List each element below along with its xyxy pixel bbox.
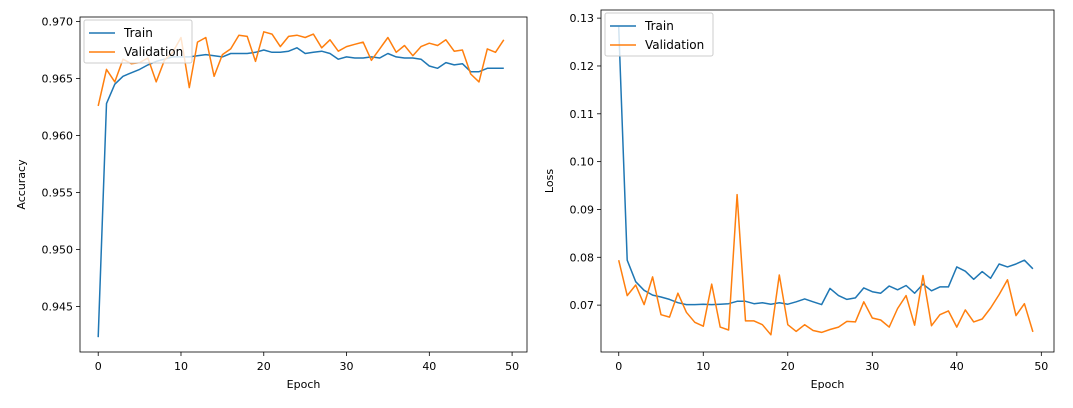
y-tick-label: 0.09 [570,203,595,216]
x-tick-label: 50 [505,360,519,373]
y-tick-label: 0.08 [570,251,595,264]
y-tick-label: 0.11 [570,108,595,121]
x-tick-label: 0 [95,360,102,373]
accuracy-chart: 0 10 20 30 40 50 0.945 0.950 0.955 0.960 0.965 0.97… [15,16,528,391]
legend-label: Train [644,19,674,33]
x-tick-label: 30 [340,360,354,373]
series-line-train [617,26,1034,306]
x-axis-label: Epoch [811,378,845,391]
series-line-validation [617,193,1034,336]
y-tick-label: 0.13 [570,12,595,25]
x-axis-label: Epoch [287,378,321,391]
x-tick-label: 10 [696,360,710,373]
x-tick-label: 40 [422,360,436,373]
y-tick-label: 0.970 [42,16,74,29]
y-tick-label: 0.960 [42,130,74,143]
axes-frame [79,16,528,353]
y-tick-label: 0.945 [42,300,74,313]
x-tick-label: 50 [1034,360,1048,373]
x-tick-label: 10 [174,360,188,373]
legend: Train Validation [604,12,714,57]
legend: Train Validation [83,19,193,64]
x-tick-label: 40 [950,360,964,373]
y-tick-label: 0.965 [42,73,74,86]
y-tick-label: 0.12 [570,60,595,73]
loss-chart: 0 10 20 30 40 50 0.07 0.08 0.09 0.10 0.11 0.12 0.13 E… [543,9,1055,391]
legend-label: Validation [645,38,704,52]
legend-label: Validation [124,45,183,59]
y-tick-label: 0.955 [42,186,74,199]
y-axis-label: Loss [543,169,556,193]
x-tick-label: 30 [865,360,879,373]
x-tick-label: 20 [257,360,271,373]
legend-label: Train [123,26,153,40]
x-tick-label: 20 [781,360,795,373]
y-tick-label: 0.950 [42,243,74,256]
y-tick-label: 0.10 [570,156,595,169]
y-axis-label: Accuracy [15,159,28,210]
y-tick-label: 0.07 [570,299,595,312]
axes-frame [600,9,1055,353]
x-tick-label: 0 [615,360,622,373]
